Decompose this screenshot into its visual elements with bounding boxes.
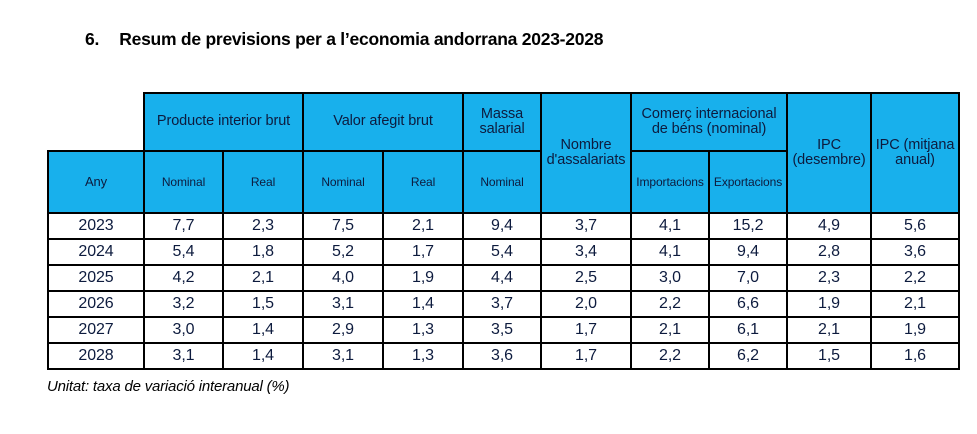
cell-exportacions: 6,2 xyxy=(708,342,789,370)
header-col-pib-nominal: Nominal xyxy=(143,150,224,214)
cell-assalariats: 1,7 xyxy=(540,316,633,344)
header-group-ipc-desembre: IPC (desembre) xyxy=(786,92,873,214)
cell-ipc-desembre: 2,1 xyxy=(786,316,873,344)
cell-exportacions: 6,1 xyxy=(708,316,789,344)
cell-vab-nominal: 3,1 xyxy=(302,290,385,318)
cell-ipc-mitjana: 1,9 xyxy=(870,316,961,344)
cell-any: 2023 xyxy=(47,212,145,240)
table-row: 2024 5,4 1,8 5,2 1,7 5,4 3,4 4,1 9,4 2,8… xyxy=(47,238,961,266)
cell-any: 2026 xyxy=(47,290,145,318)
cell-assalariats: 3,7 xyxy=(540,212,633,240)
cell-pib-real: 1,5 xyxy=(221,290,305,318)
cell-vab-real: 1,3 xyxy=(382,316,465,344)
header-group-ipc-mitjana-anual: IPC (mitjana anual) xyxy=(870,92,961,214)
cell-importacions: 2,1 xyxy=(630,316,711,344)
cell-massa-nominal: 3,6 xyxy=(462,342,543,370)
cell-massa-nominal: 3,5 xyxy=(462,316,543,344)
cell-assalariats: 1,7 xyxy=(540,342,633,370)
cell-ipc-desembre: 2,3 xyxy=(786,264,873,292)
header-col-vab-nominal: Nominal xyxy=(302,150,385,214)
header-col-importacions: Importacions xyxy=(630,150,711,214)
cell-assalariats: 2,5 xyxy=(540,264,633,292)
cell-massa-nominal: 3,7 xyxy=(462,290,543,318)
cell-exportacions: 7,0 xyxy=(708,264,789,292)
table-header-row-top: Producte interior brut Valor afegit brut… xyxy=(48,92,961,214)
table-row: 2023 7,7 2,3 7,5 2,1 9,4 3,7 4,1 15,2 4,… xyxy=(47,212,961,240)
cell-ipc-desembre: 4,9 xyxy=(786,212,873,240)
table-row: 2025 4,2 2,1 4,0 1,9 4,4 2,5 3,0 7,0 2,3… xyxy=(47,264,961,292)
cell-any: 2027 xyxy=(47,316,145,344)
cell-ipc-mitjana: 3,6 xyxy=(870,238,961,266)
cell-pib-real: 1,8 xyxy=(221,238,305,266)
header-col-massa-nominal: Nominal xyxy=(462,150,543,214)
header-col-pib-real: Real xyxy=(221,150,305,214)
cell-vab-nominal: 4,0 xyxy=(302,264,385,292)
header-group-nombre-assalariats: Nombre d'assalariats xyxy=(540,92,633,214)
page-title: 6. Resum de previsions per a l’economia … xyxy=(85,29,603,50)
cell-pib-nominal: 3,1 xyxy=(143,342,224,370)
cell-pib-real: 2,1 xyxy=(221,264,305,292)
cell-vab-nominal: 7,5 xyxy=(302,212,385,240)
cell-ipc-mitjana: 1,6 xyxy=(870,342,961,370)
cell-massa-nominal: 4,4 xyxy=(462,264,543,292)
cell-vab-real: 1,9 xyxy=(382,264,465,292)
header-col-any: Any xyxy=(47,150,145,214)
cell-vab-nominal: 5,2 xyxy=(302,238,385,266)
cell-assalariats: 2,0 xyxy=(540,290,633,318)
cell-ipc-desembre: 1,9 xyxy=(786,290,873,318)
cell-importacions: 4,1 xyxy=(630,238,711,266)
cell-pib-nominal: 7,7 xyxy=(143,212,224,240)
header-group-vab: Valor afegit brut xyxy=(302,92,465,152)
cell-ipc-mitjana: 2,1 xyxy=(870,290,961,318)
page-title-number: 6. xyxy=(85,29,100,49)
cell-pib-nominal: 5,4 xyxy=(143,238,224,266)
cell-pib-nominal: 3,2 xyxy=(143,290,224,318)
cell-pib-real: 2,3 xyxy=(221,212,305,240)
cell-pib-nominal: 4,2 xyxy=(143,264,224,292)
header-group-massa-salarial: Massa salarial xyxy=(462,92,543,152)
cell-any: 2024 xyxy=(47,238,145,266)
cell-vab-nominal: 3,1 xyxy=(302,342,385,370)
cell-importacions: 4,1 xyxy=(630,212,711,240)
table-footnote: Unitat: taxa de variació interanual (%) xyxy=(47,378,290,395)
cell-pib-real: 1,4 xyxy=(221,342,305,370)
header-col-exportacions: Exportacions xyxy=(708,150,789,214)
cell-any: 2025 xyxy=(47,264,145,292)
cell-exportacions: 9,4 xyxy=(708,238,789,266)
cell-vab-real: 2,1 xyxy=(382,212,465,240)
table-header-row-sub: Any Nominal Real Nominal Real Nominal Im… xyxy=(47,150,959,214)
forecast-table: Producte interior brut Valor afegit brut… xyxy=(47,92,961,370)
cell-importacions: 3,0 xyxy=(630,264,711,292)
table-row: 2026 3,2 1,5 3,1 1,4 3,7 2,0 2,2 6,6 1,9… xyxy=(47,290,961,318)
cell-vab-real: 1,3 xyxy=(382,342,465,370)
page-title-text: Resum de previsions per a l’economia and… xyxy=(119,29,604,49)
header-corner-blank xyxy=(48,93,144,151)
cell-ipc-desembre: 1,5 xyxy=(786,342,873,370)
cell-importacions: 2,2 xyxy=(630,342,711,370)
cell-pib-nominal: 3,0 xyxy=(143,316,224,344)
cell-assalariats: 3,4 xyxy=(540,238,633,266)
cell-massa-nominal: 9,4 xyxy=(462,212,543,240)
table-row: 2028 3,1 1,4 3,1 1,3 3,6 1,7 2,2 6,2 1,5… xyxy=(47,342,961,370)
cell-exportacions: 6,6 xyxy=(708,290,789,318)
cell-pib-real: 1,4 xyxy=(221,316,305,344)
cell-ipc-mitjana: 2,2 xyxy=(870,264,961,292)
cell-exportacions: 15,2 xyxy=(708,212,789,240)
cell-massa-nominal: 5,4 xyxy=(462,238,543,266)
cell-vab-real: 1,7 xyxy=(382,238,465,266)
cell-any: 2028 xyxy=(47,342,145,370)
header-group-pib: Producte interior brut xyxy=(142,92,305,152)
cell-vab-nominal: 2,9 xyxy=(302,316,385,344)
table-row: 2027 3,0 1,4 2,9 1,3 3,5 1,7 2,1 6,1 2,1… xyxy=(47,316,961,344)
cell-vab-real: 1,4 xyxy=(382,290,465,318)
forecast-table-container: Producte interior brut Valor afegit brut… xyxy=(47,92,961,370)
header-group-comerc-internacional: Comerç internacional de béns (nominal) xyxy=(630,92,789,152)
cell-ipc-desembre: 2,8 xyxy=(786,238,873,266)
cell-ipc-mitjana: 5,6 xyxy=(870,212,961,240)
cell-importacions: 2,2 xyxy=(630,290,711,318)
header-col-vab-real: Real xyxy=(382,150,465,214)
